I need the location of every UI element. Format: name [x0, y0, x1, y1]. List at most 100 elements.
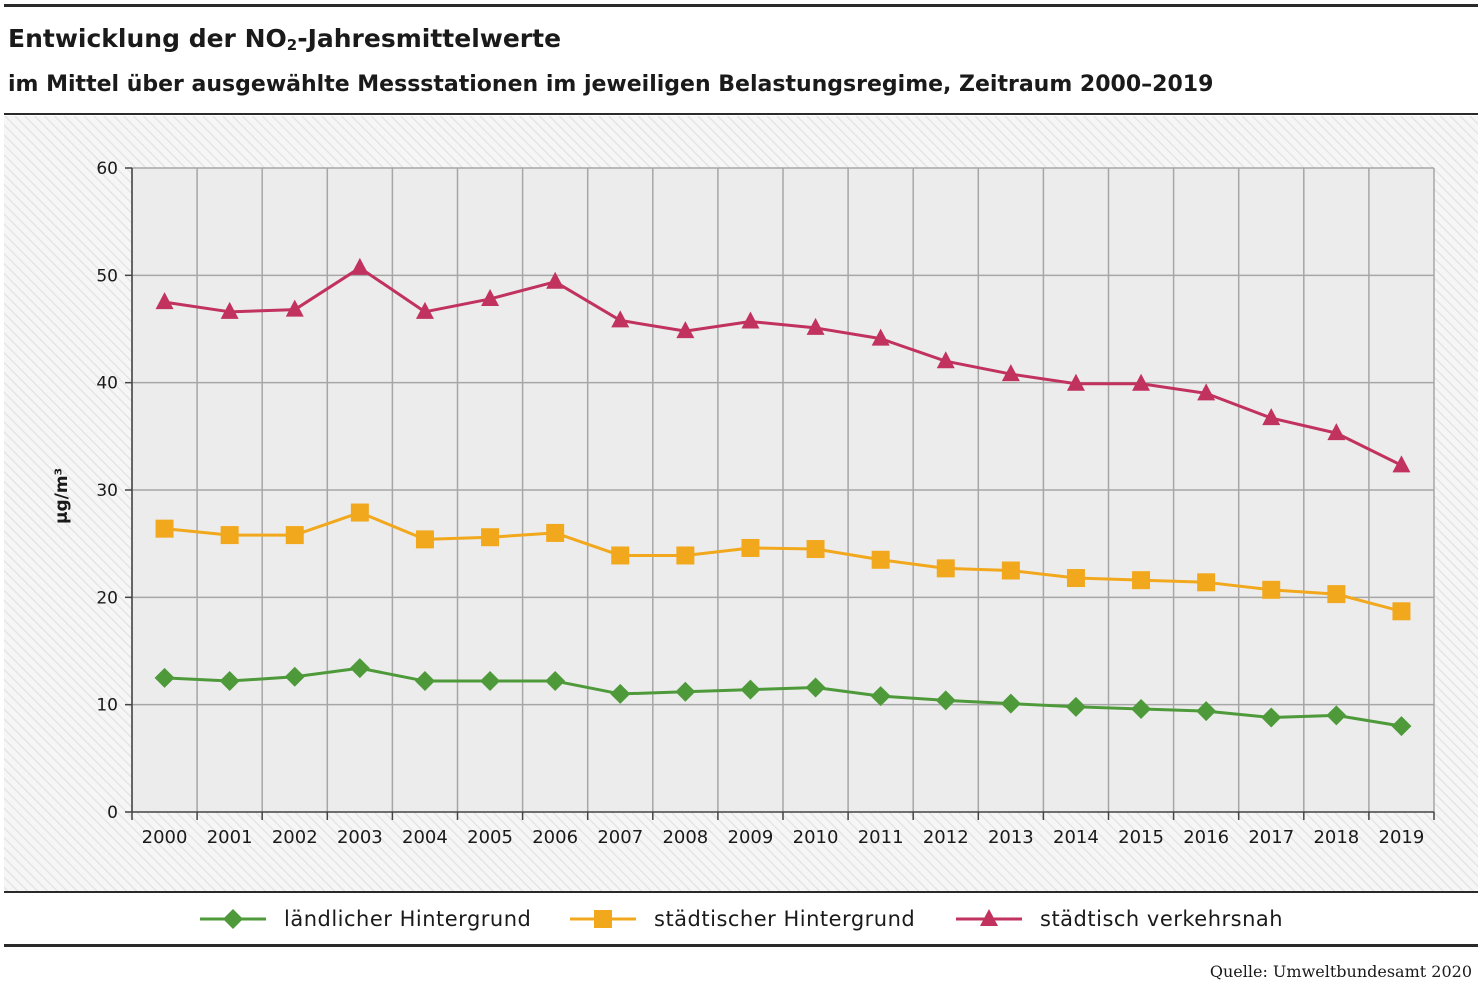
top-rule	[4, 4, 1478, 7]
legend-bottom-rule	[4, 944, 1478, 947]
data-point	[1066, 373, 1085, 391]
legend-swatch-marker	[223, 909, 243, 929]
x-tick-label: 2001	[207, 827, 253, 848]
data-point	[936, 559, 955, 578]
data-point	[1196, 701, 1217, 722]
data-point	[481, 528, 500, 547]
x-tick-label: 2006	[532, 827, 578, 848]
legend-item: städtischer Hintergrund	[570, 896, 915, 942]
legend-swatch	[200, 909, 266, 929]
data-point	[1262, 580, 1281, 599]
y-tick-label: 50	[96, 266, 118, 286]
data-point	[350, 503, 369, 522]
data-point	[415, 301, 434, 319]
legend-label: städtischer Hintergrund	[654, 907, 916, 931]
series-line	[164, 666, 1402, 728]
chart-subtitle: im Mittel über ausgewählte Messstationen…	[8, 72, 1214, 97]
y-axis-label: µg/m³	[52, 468, 72, 524]
series-line	[164, 511, 1402, 613]
data-point	[545, 671, 566, 692]
y-tick-label: 20	[96, 588, 118, 608]
x-tick-label: 2000	[142, 827, 188, 848]
data-point	[546, 523, 565, 542]
legend-item: ländlicher Hintergrund	[200, 896, 531, 942]
x-tick-label: 2003	[337, 827, 383, 848]
data-point	[871, 328, 890, 346]
data-point	[1261, 707, 1282, 728]
data-point	[350, 257, 369, 275]
data-point	[1197, 383, 1216, 401]
data-point	[1327, 585, 1346, 604]
data-point	[414, 671, 435, 692]
data-point	[741, 311, 760, 329]
data-point	[349, 658, 370, 679]
x-tick-label: 2011	[858, 827, 904, 848]
series-layer	[154, 257, 1412, 737]
data-point	[285, 526, 304, 545]
x-tick-label: 2007	[597, 827, 643, 848]
x-tick-label: 2013	[988, 827, 1034, 848]
data-point	[154, 667, 175, 688]
x-tick-label: 2017	[1248, 827, 1294, 848]
data-point	[1132, 373, 1151, 391]
x-tick-label: 2010	[793, 827, 839, 848]
legend-swatch	[956, 909, 1022, 926]
data-point	[610, 683, 631, 704]
chart-title: Entwicklung der NO2-Jahresmittelwerte	[8, 24, 562, 54]
data-point	[676, 546, 695, 565]
x-tick-label: 2008	[662, 827, 708, 848]
series-3	[155, 257, 1411, 473]
data-point	[1066, 569, 1085, 588]
data-point	[675, 681, 696, 702]
x-tick-label: 2002	[272, 827, 318, 848]
data-point	[805, 677, 826, 698]
y-tick-label: 0	[107, 803, 118, 823]
series-line	[164, 266, 1403, 467]
x-tick-label: 2004	[402, 827, 448, 848]
data-point	[740, 679, 761, 700]
data-point	[155, 292, 174, 310]
data-point	[219, 671, 240, 692]
y-tick-label: 60	[96, 159, 118, 179]
data-point	[1392, 602, 1411, 621]
data-point	[155, 519, 174, 538]
data-point	[1391, 716, 1412, 737]
data-point	[1001, 561, 1020, 580]
data-point	[870, 686, 891, 707]
data-point	[936, 351, 955, 369]
header-rule	[4, 113, 1478, 115]
data-point	[1000, 693, 1021, 714]
line-chart: 0 10 20 30 40 50 60 2000 2001 2002 2003 2004 2005 200…	[4, 116, 1478, 892]
legend-swatch	[570, 910, 636, 928]
series-1	[154, 658, 1412, 737]
data-point	[220, 526, 239, 545]
data-point	[1326, 705, 1347, 726]
data-point	[871, 550, 890, 569]
data-point	[806, 317, 825, 335]
legend-item: städtisch verkehrsnah	[956, 896, 1283, 942]
legend-swatch-marker	[594, 910, 612, 928]
tick-labels: 0 10 20 30 40 50 60 2000 2001 2002 2003 2004 2005 200…	[96, 159, 1424, 848]
legend-swatch-marker	[980, 909, 998, 926]
data-point	[480, 671, 501, 692]
y-tick-label: 10	[96, 696, 118, 716]
data-point	[741, 538, 760, 557]
x-tick-label: 2018	[1313, 827, 1359, 848]
x-tick-label: 2014	[1053, 827, 1099, 848]
data-point	[285, 299, 304, 317]
data-point	[1197, 573, 1216, 592]
x-tick-label: 2015	[1118, 827, 1164, 848]
x-tick-label: 2012	[923, 827, 969, 848]
x-tick-label: 2005	[467, 827, 513, 848]
x-tick-label: 2019	[1379, 827, 1425, 848]
data-point	[1262, 408, 1281, 426]
data-point	[935, 690, 956, 711]
data-point	[806, 540, 825, 559]
legend-label: ländlicher Hintergrund	[284, 907, 532, 931]
source-note: Quelle: Umweltbundesamt 2020	[1209, 962, 1472, 981]
x-tick-label: 2016	[1183, 827, 1229, 848]
data-point	[415, 530, 434, 549]
legend-label: städtisch verkehrsnah	[1040, 907, 1284, 931]
data-point	[1392, 455, 1411, 473]
data-point	[1065, 696, 1086, 717]
